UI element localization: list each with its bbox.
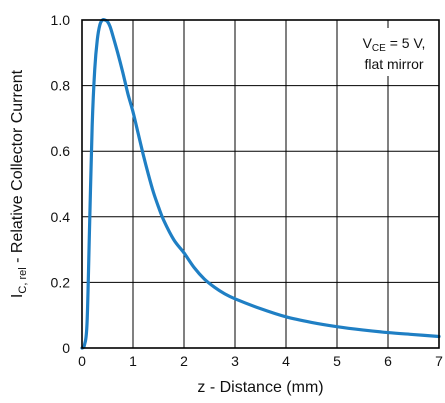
x-tick-label: 1 [129,353,137,369]
annotation-line-2: flat mirror [364,56,423,72]
y-axis-title-rest: - Relative Collector Current [9,69,26,267]
y-tick-labels: 0 0.2 0.4 0.6 0.8 1.0 [51,12,71,356]
y-tick-label: 0.6 [51,143,71,159]
y-axis-title: IC, rel - Relative Collector Current [9,69,29,298]
y-axis-title-main: I [9,294,26,298]
x-tick-label: 4 [282,353,290,369]
x-tick-label: 5 [333,353,341,369]
y-axis-title-sub: C, rel [17,267,29,293]
x-tick-labels: 0 1 2 3 4 5 6 7 [78,353,443,369]
annotation: VCE = 5 V, flat mirror [341,28,435,76]
y-tick-label: 0 [62,340,70,356]
x-tick-label: 7 [435,353,443,369]
x-tick-label: 2 [180,353,188,369]
y-tick-label: 0.4 [51,209,71,225]
y-tick-label: 1.0 [51,12,71,28]
x-tick-label: 0 [78,353,86,369]
series-line-0 [80,17,441,350]
annotation-line-1-sub: CE [372,43,386,54]
annotation-line-1-rest: = 5 V, [386,35,426,51]
x-tick-label: 6 [384,353,392,369]
series-layer [80,17,441,350]
annotation-background [341,28,435,76]
x-tick-label: 3 [231,353,239,369]
y-tick-label: 0.2 [51,274,71,290]
annotation-line-1: VCE = 5 V, [363,35,426,54]
plot-frame [81,19,440,349]
annotation-line-1-main: V [363,35,373,51]
y-tick-label: 0.8 [51,78,71,94]
x-axis-title: z - Distance (mm) [197,379,323,396]
